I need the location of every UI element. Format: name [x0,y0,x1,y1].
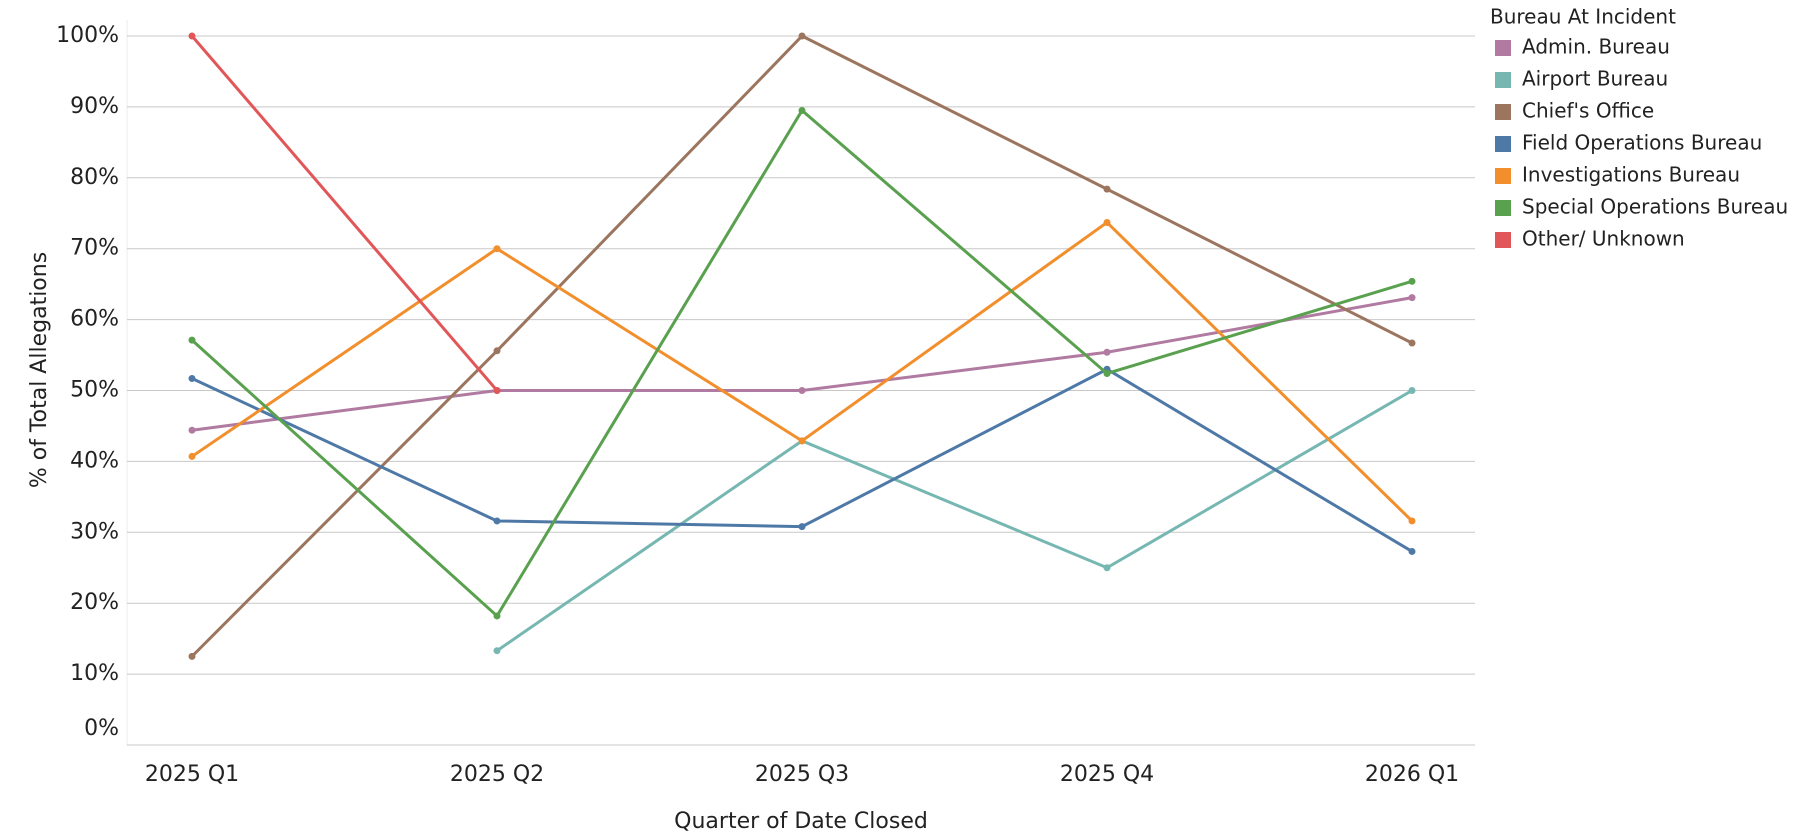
data-point [798,387,806,394]
series-line [191,220,1414,523]
data-point [188,336,196,344]
data-point [1408,547,1416,555]
y-tick-label: 60% [70,307,119,332]
x-axis-label: Quarter of Date Closed [674,809,928,834]
data-point [493,612,501,620]
y-tick-label: 10% [70,661,119,686]
data-point [493,647,501,655]
series-line [190,35,499,392]
data-point [1408,339,1416,347]
legend-swatch [1495,232,1511,248]
data-point [798,437,806,445]
y-axis-label: % of Total Allegations [27,252,52,488]
x-tick-label: 2025 Q3 [755,762,849,787]
series-line [191,296,1413,432]
y-tick-label: 50% [70,378,119,403]
data-point [188,452,196,460]
data-point [1103,564,1111,572]
data-point [1103,369,1111,377]
data-point [1103,348,1111,356]
legend-label: Admin. Bureau [1522,35,1670,59]
x-tick-label: 2025 Q2 [450,762,544,787]
data-point [1408,277,1416,285]
legend-label: Investigations Bureau [1522,163,1740,187]
legend-swatch [1495,40,1511,56]
x-tick-label: 2025 Q1 [145,762,239,787]
data-point [493,387,501,394]
y-tick-label: 40% [70,448,119,473]
y-tick-label: 0% [84,716,119,741]
data-point [798,106,806,114]
legend-label: Special Operations Bureau [1522,195,1788,219]
legend-swatch [1495,104,1511,120]
legend-label: Field Operations Bureau [1522,131,1762,155]
series-line [190,108,1413,619]
data-point [1103,218,1111,226]
data-point [188,426,196,434]
y-tick-label: 90% [70,94,119,119]
data-point [1408,517,1416,525]
data-point [188,32,196,40]
data-point [798,32,806,40]
series-line [496,389,1413,652]
data-point [798,523,806,531]
data-point [493,517,501,525]
legend-swatch [1495,168,1511,184]
legend-label: Chief's Office [1522,99,1654,123]
data-point [493,347,501,355]
data-point [493,245,501,253]
data-point [188,652,196,660]
legend-swatch [1495,200,1511,216]
y-tick-label: 80% [70,165,119,190]
x-tick-label: 2026 Q1 [1365,762,1459,787]
legend-label: Other/ Unknown [1522,227,1685,251]
legend-swatch [1495,136,1511,152]
series-line [190,34,1413,658]
data-point [188,374,196,382]
legend-swatch [1495,72,1511,88]
y-tick-label: 30% [70,519,119,544]
legend-title: Bureau At Incident [1490,5,1676,29]
data-point [1408,294,1416,302]
data-point [1103,185,1111,193]
y-tick-label: 20% [70,590,119,615]
y-tick-label: 100% [56,23,119,48]
legend-label: Airport Bureau [1522,67,1668,91]
y-tick-label: 70% [70,236,119,261]
x-tick-label: 2025 Q4 [1060,762,1154,787]
data-point [1408,387,1416,394]
